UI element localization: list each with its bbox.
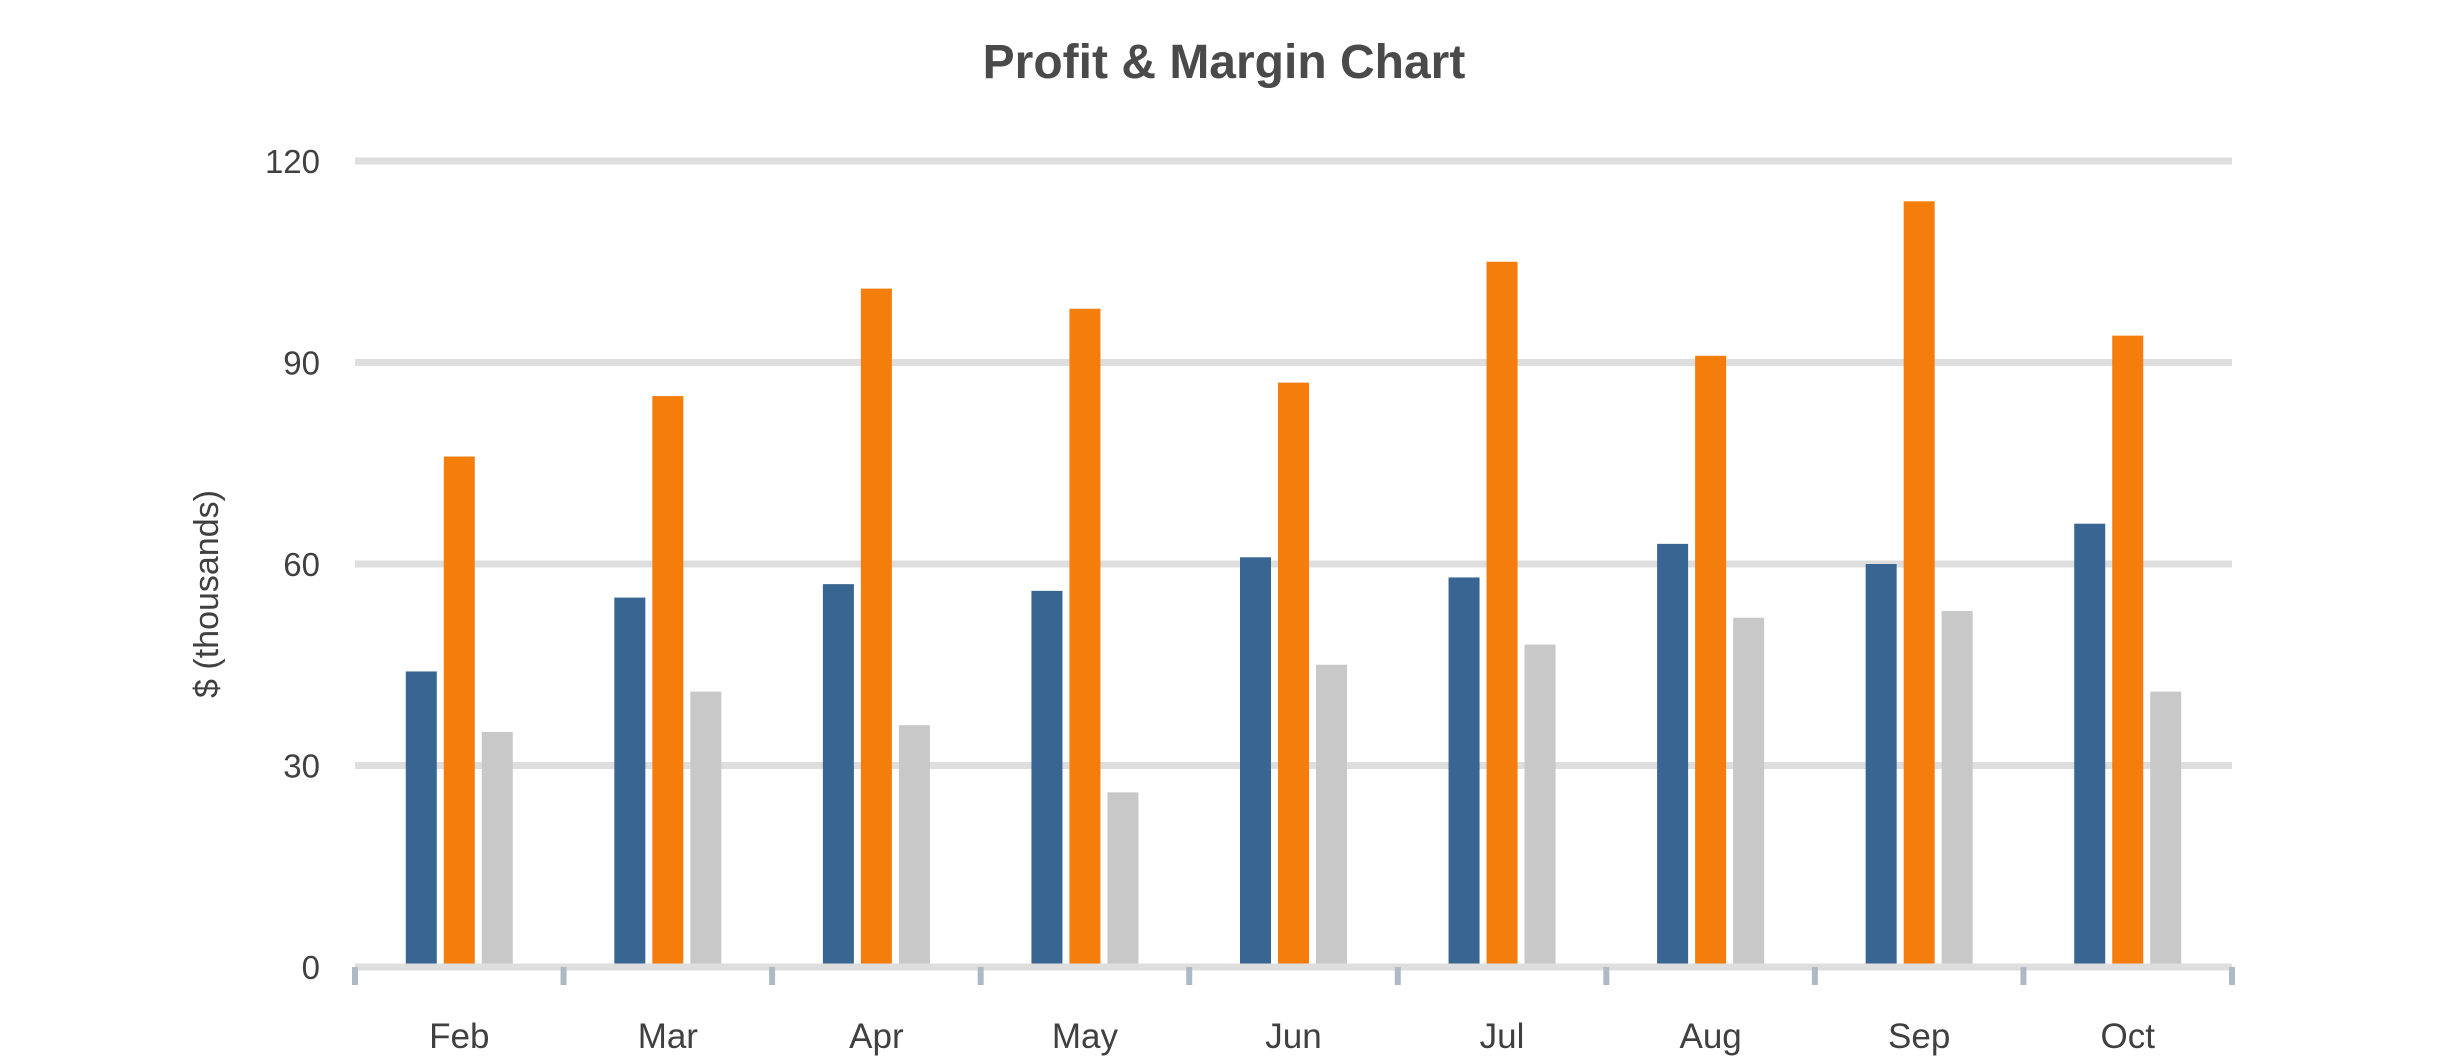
- x-tick-label: Apr: [849, 1017, 904, 1056]
- bar-apr-series-3: [898, 725, 930, 967]
- y-tick-label: 90: [283, 345, 320, 382]
- bar-feb-series-1: [405, 671, 437, 967]
- x-tick-label: Sep: [1888, 1017, 1950, 1056]
- bar-jun-series-3: [1316, 664, 1347, 967]
- bars: [405, 201, 2182, 968]
- x-tick-labels: Feb Mar Apr May Jun Jul Aug Sep Oct: [429, 1017, 2155, 1056]
- bar-jun-series-2: [1278, 382, 1309, 967]
- bar-may-series-2: [1069, 308, 1101, 967]
- bar-aug-series-2: [1695, 355, 1727, 967]
- x-tick-label: Aug: [1679, 1017, 1741, 1056]
- bar-sep-series-2: [1903, 201, 1935, 968]
- x-axis: [352, 963, 2235, 985]
- bar-mar-series-3: [690, 691, 722, 967]
- bar-may-series-1: [1031, 590, 1063, 967]
- y-tick-label: 120: [265, 143, 320, 180]
- x-tick-label: Mar: [638, 1017, 699, 1056]
- bar-mar-series-2: [652, 396, 684, 967]
- bar-may-series-3: [1107, 792, 1139, 967]
- y-tick-label: 30: [283, 748, 320, 785]
- bar-aug-series-1: [1657, 543, 1689, 967]
- bar-jul-series-2: [1486, 261, 1518, 967]
- bar-sep-series-3: [1941, 611, 1973, 967]
- y-tick-label: 0: [302, 949, 320, 986]
- y-axis-label: $ (thousands): [188, 490, 226, 698]
- bar-jul-series-3: [1524, 644, 1556, 967]
- bar-aug-series-3: [1733, 617, 1765, 967]
- y-tick-labels: 0 30 60 90 120: [265, 143, 320, 986]
- bar-jun-series-1: [1240, 557, 1271, 967]
- x-tick-label: Feb: [429, 1017, 489, 1056]
- bar-oct-series-3: [2150, 691, 2182, 967]
- chart-title: Profit & Margin Chart: [983, 36, 1466, 89]
- x-tick-label: Oct: [2100, 1017, 2155, 1056]
- bar-jul-series-1: [1448, 577, 1480, 967]
- y-tick-label: 60: [283, 546, 320, 583]
- x-tick-label: Jun: [1265, 1017, 1321, 1056]
- bar-mar-series-1: [614, 597, 646, 967]
- bar-apr-series-2: [860, 288, 892, 967]
- bar-sep-series-1: [1865, 564, 1897, 967]
- x-tick-label: Jul: [1480, 1017, 1525, 1056]
- bar-feb-series-3: [481, 731, 513, 967]
- bar-oct-series-2: [2112, 335, 2144, 968]
- bar-feb-series-2: [443, 456, 475, 967]
- bar-apr-series-1: [822, 584, 854, 967]
- x-tick-label: May: [1052, 1017, 1119, 1056]
- bar-oct-series-1: [2074, 523, 2106, 967]
